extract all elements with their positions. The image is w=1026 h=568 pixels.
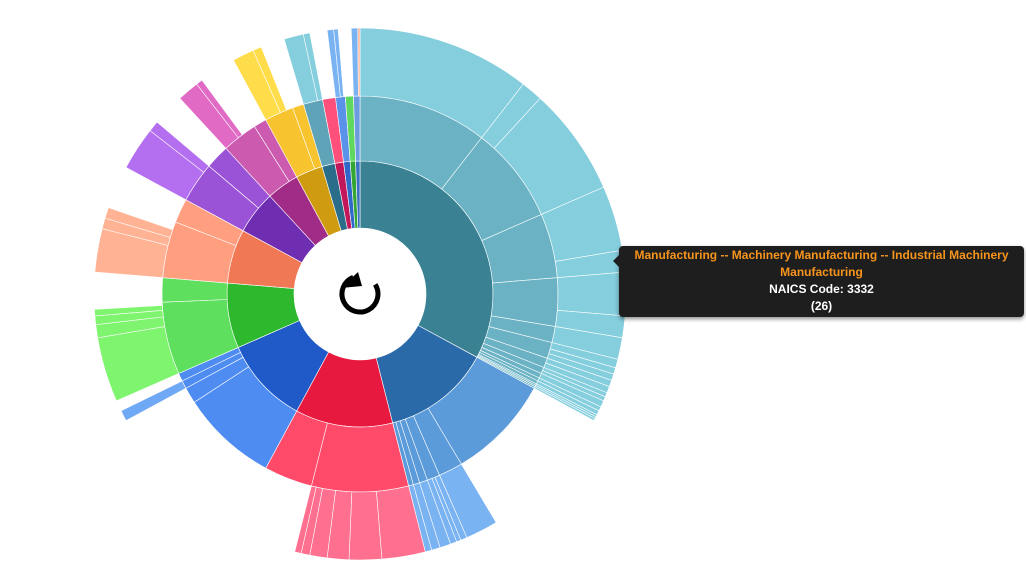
center-hole — [294, 228, 426, 360]
sunburst-segment-outer[interactable] — [533, 386, 596, 422]
sunburst-segment-outer[interactable] — [149, 121, 210, 173]
sunburst-rings — [94, 27, 627, 561]
sunburst-segment-outer[interactable] — [350, 27, 359, 97]
sunburst-segment-outer[interactable] — [120, 380, 187, 422]
sunburst-segment-outer[interactable] — [333, 28, 344, 98]
tooltip: Manufacturing -- Machinery Manufacturing… — [613, 246, 1024, 317]
sunburst-segment-outer[interactable] — [557, 271, 627, 317]
sunburst-segment-outer[interactable] — [302, 32, 323, 101]
sunburst-segment-outer[interactable] — [294, 485, 317, 554]
sunburst-segment-outer[interactable] — [94, 305, 163, 317]
tooltip-naics-code: NAICS Code: 3332 — [769, 282, 874, 296]
sunburst-segment-middle[interactable] — [311, 422, 409, 493]
sunburst-segment-outer[interactable] — [104, 207, 174, 238]
reset-icon[interactable] — [339, 272, 381, 315]
tooltip-count: (26) — [810, 299, 833, 313]
sunburst-segment-outer[interactable] — [196, 79, 243, 139]
tooltip-title: Manufacturing -- Machinery Manufacturing… — [634, 248, 1009, 279]
sunburst-segment-outer[interactable] — [348, 491, 383, 561]
sunburst-segment-outer[interactable] — [357, 27, 361, 97]
sunburst-segment-outer[interactable] — [252, 46, 287, 114]
